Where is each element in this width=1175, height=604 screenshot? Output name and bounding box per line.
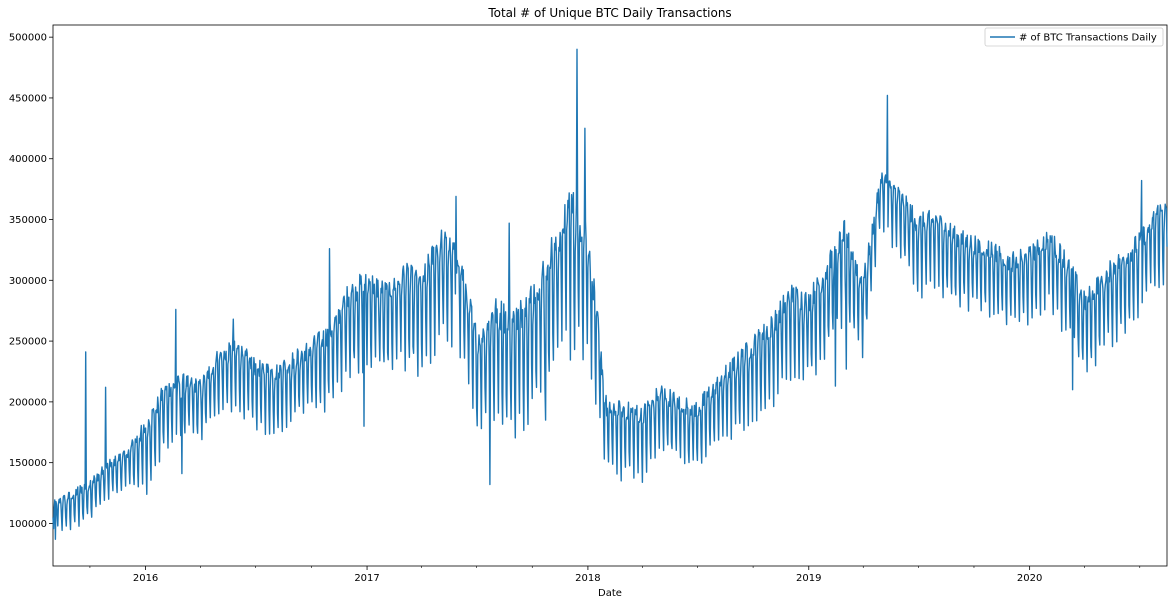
y-tick-label: 150000	[9, 458, 47, 469]
x-tick-label: 2016	[133, 573, 158, 584]
y-tick-label: 450000	[9, 93, 47, 104]
x-tick-label: 2019	[796, 573, 821, 584]
y-tick-label: 500000	[9, 33, 47, 44]
x-tick-label: 2020	[1017, 573, 1042, 584]
y-axis: 100000 150000 200000 250000 300000 350000 4000…	[9, 33, 53, 530]
legend-box	[984, 27, 1164, 47]
legend-entry-label: # of BTC Transactions Daily	[1019, 33, 1157, 44]
x-axis-label: Date	[598, 588, 622, 599]
series-layer	[52, 48, 1168, 540]
x-tick-label: 2017	[354, 573, 379, 584]
plot-frame	[52, 24, 1168, 567]
y-tick-label: 300000	[9, 276, 47, 287]
y-tick-label: 250000	[9, 337, 47, 348]
x-axis: 2016 2017 2018 2019 2020	[89, 566, 1141, 584]
x-tick-label: 2018	[575, 573, 600, 584]
y-tick-label: 350000	[9, 215, 47, 226]
y-tick-label: 200000	[9, 397, 47, 408]
y-tick-label: 100000	[9, 519, 47, 530]
series-line-0	[52, 48, 1168, 540]
chart-title: Total # of Unique BTC Daily Transactions	[487, 6, 731, 20]
legend: # of BTC Transactions Daily	[984, 27, 1164, 47]
y-tick-label: 400000	[9, 154, 47, 165]
